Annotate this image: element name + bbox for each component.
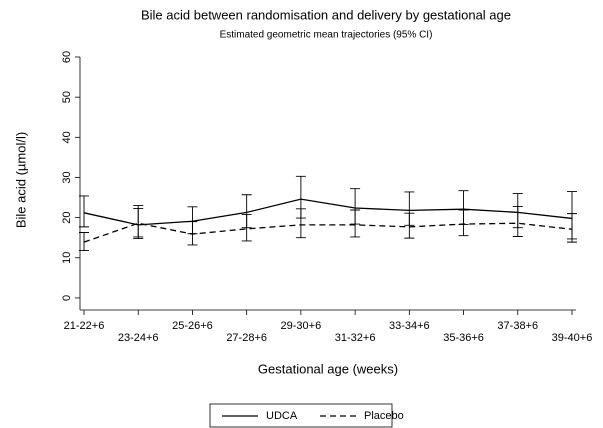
x-tick-label: 29-30+6	[281, 320, 322, 332]
x-tick-label: 33-34+6	[389, 320, 430, 332]
x-tick-label: 39-40+6	[552, 332, 593, 344]
x-tick-label: 37-38+6	[497, 320, 538, 332]
x-tick-label: 35-36+6	[443, 332, 484, 344]
legend-label: UDCA	[266, 410, 298, 422]
x-axis-label: Gestational age (weeks)	[258, 361, 398, 376]
legend-label: Placebo	[364, 410, 404, 422]
y-tick-label: 20	[61, 212, 73, 224]
error-bar	[133, 205, 144, 238]
y-axis-label: Bile acid (µmol/l)	[13, 132, 28, 228]
error-bar	[458, 209, 469, 237]
x-tick-label: 23-24+6	[118, 332, 159, 344]
series-line	[83, 222, 573, 243]
y-tick-label: 0	[61, 295, 73, 301]
error-bar	[241, 213, 252, 242]
x-tick-label: 27-28+6	[226, 332, 267, 344]
error-bar	[79, 195, 89, 228]
chart-title: Bile acid between randomisation and deli…	[141, 7, 511, 22]
error-bar	[295, 208, 306, 239]
chart-subtitle: Estimated geometric mean trajectories (9…	[220, 30, 433, 41]
x-tick-label: 21-22+6	[64, 320, 105, 332]
y-tick-label: 60	[61, 51, 73, 63]
legend-box	[209, 403, 393, 428]
error-bar	[567, 213, 577, 243]
y-tick-label: 30	[61, 171, 73, 183]
error-bar	[404, 212, 415, 239]
y-tick-label: 40	[61, 131, 73, 143]
error-bar	[512, 205, 523, 237]
x-tick-label: 25-26+6	[172, 320, 213, 332]
error-bar	[350, 209, 361, 238]
y-tick-label: 10	[61, 252, 73, 264]
x-tick-label: 31-32+6	[335, 332, 376, 344]
error-bar	[187, 221, 198, 246]
y-tick-label: 50	[61, 91, 73, 103]
series-line	[83, 198, 573, 226]
